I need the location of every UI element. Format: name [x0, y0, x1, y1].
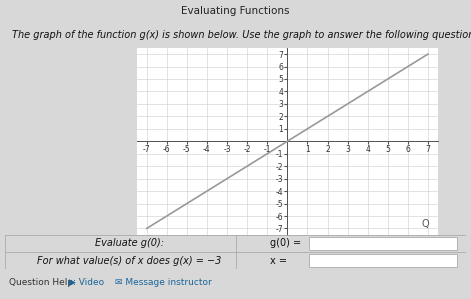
Text: For what value(s) of x does g(x) = −3: For what value(s) of x does g(x) = −3: [37, 256, 221, 266]
Text: Question Help:: Question Help:: [9, 278, 76, 287]
Text: ✉ Message instructor: ✉ Message instructor: [115, 278, 212, 287]
Text: Q: Q: [422, 219, 429, 229]
FancyBboxPatch shape: [309, 254, 457, 267]
Text: The graph of the function g(x) is shown below. Use the graph to answer the follo: The graph of the function g(x) is shown …: [12, 30, 471, 40]
Text: ▶ Video: ▶ Video: [69, 278, 105, 287]
Text: Evaluate g(0):: Evaluate g(0):: [95, 238, 164, 248]
Text: x =: x =: [270, 256, 287, 266]
FancyBboxPatch shape: [309, 237, 457, 249]
Text: Evaluating Functions: Evaluating Functions: [181, 6, 290, 16]
Text: g(0) =: g(0) =: [270, 238, 301, 248]
